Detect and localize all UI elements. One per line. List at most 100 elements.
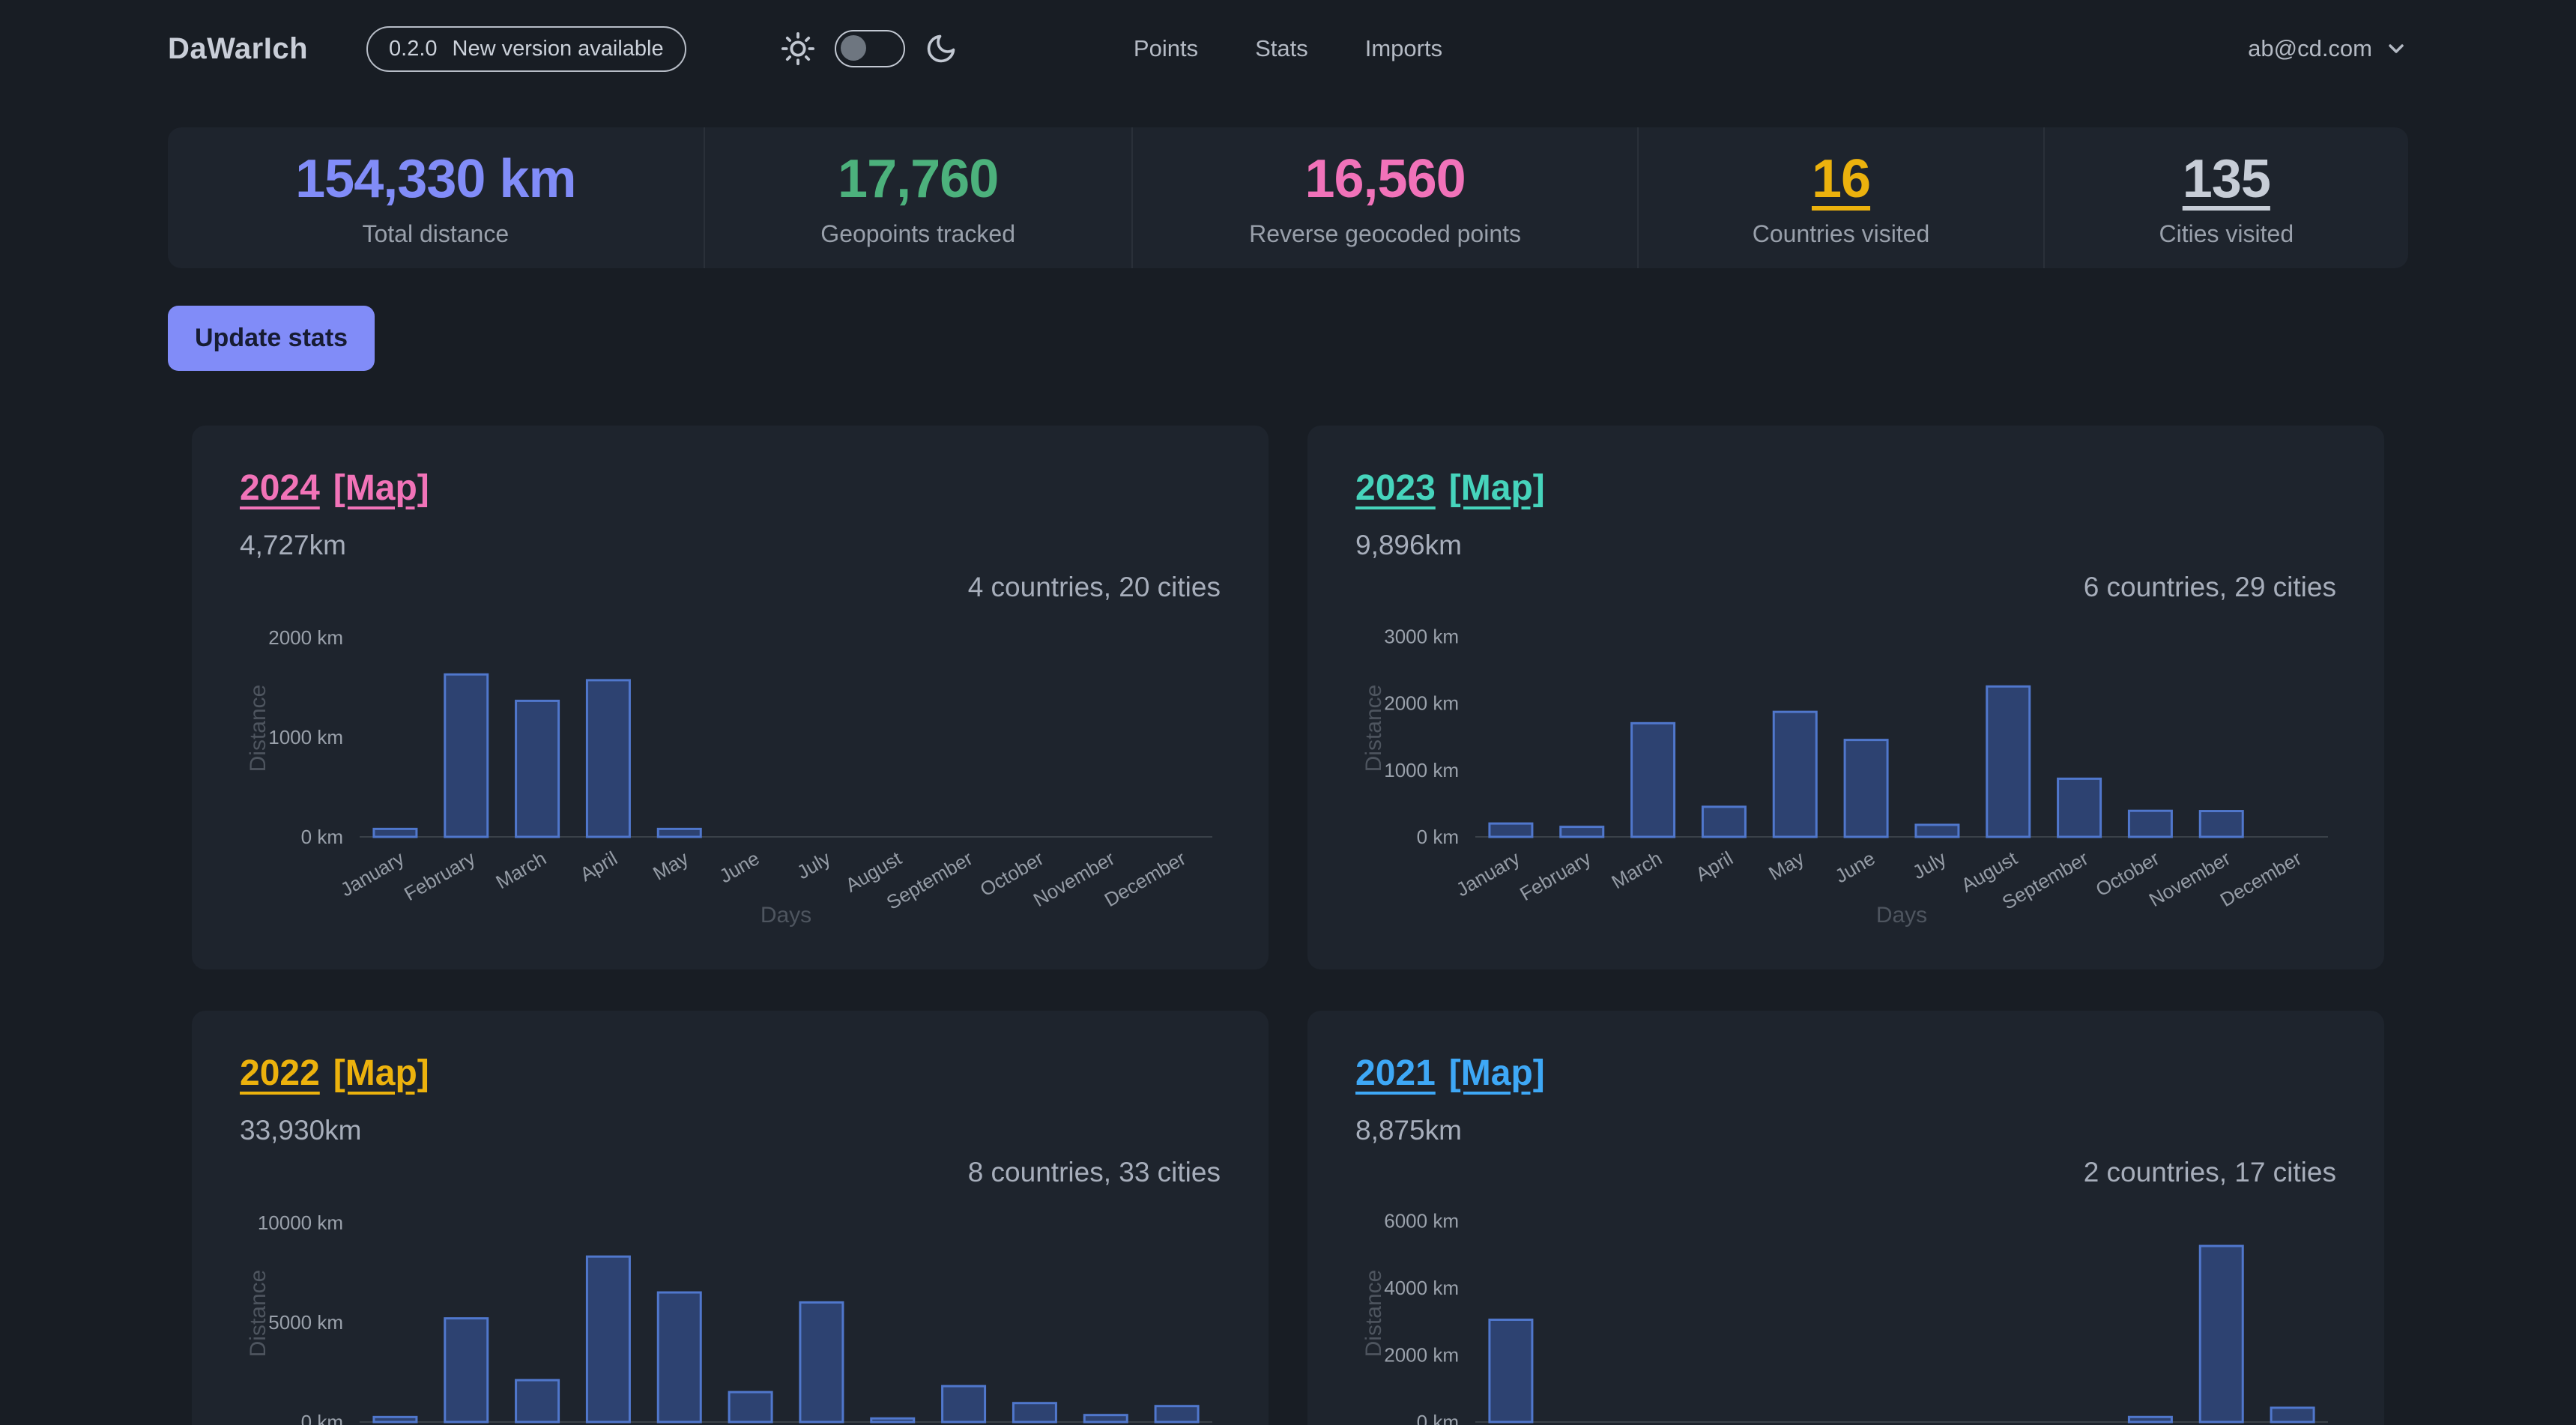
version-number: 0.2.0: [389, 36, 438, 61]
brand-group: DaWarIch 0.2.0 New version available: [168, 25, 958, 72]
stat-total-distance: 154,330 km Total distance: [168, 127, 704, 268]
svg-text:July: July: [1908, 847, 1950, 883]
stat-label-countries-visited: Countries visited: [1752, 220, 1930, 247]
stat-label-total-distance: Total distance: [362, 220, 510, 247]
svg-text:6000 km: 6000 km: [1384, 1209, 1459, 1232]
nav-item-stats[interactable]: Stats: [1255, 35, 1308, 61]
stat-geopoints: 17,760 Geopoints tracked: [703, 127, 1131, 268]
svg-text:0 km: 0 km: [1417, 826, 1459, 848]
svg-text:March: March: [492, 847, 551, 893]
year-link-2021[interactable]: 2021: [1355, 1053, 1436, 1093]
chevron-down-icon: [2389, 44, 2404, 53]
svg-text:Distance: Distance: [246, 685, 270, 772]
svg-text:2000 km: 2000 km: [1384, 692, 1459, 715]
card-distance: 8,875km: [1355, 1115, 1462, 1146]
stat-value-cities-visited-link[interactable]: 135: [2182, 148, 2271, 209]
year-link-2024[interactable]: 2024: [240, 468, 320, 508]
year-cards-grid: 2024 [Map] 4,727km 4 countries, 20 citie…: [192, 426, 2384, 1425]
nav-item-imports[interactable]: Imports: [1364, 35, 1443, 61]
card-title-row: 2022 [Map]: [240, 1053, 1221, 1094]
svg-text:March: March: [1608, 847, 1666, 893]
svg-text:5000 km: 5000 km: [268, 1311, 343, 1334]
svg-text:May: May: [1765, 847, 1808, 885]
svg-text:Distance: Distance: [1361, 685, 1386, 772]
svg-text:February: February: [1516, 847, 1594, 905]
year-card-2023: 2023 [Map] 9,896km 6 countries, 29 citie…: [1307, 426, 2384, 969]
nav-item-points[interactable]: Points: [1133, 35, 1199, 61]
stat-countries-visited: 16 Countries visited: [1637, 127, 2043, 268]
version-note: New version available: [452, 36, 664, 61]
sun-icon: [781, 31, 814, 66]
svg-text:4000 km: 4000 km: [1384, 1277, 1459, 1299]
svg-text:3000 km: 3000 km: [1384, 625, 1459, 647]
stat-label-cities-visited: Cities visited: [2159, 220, 2294, 247]
svg-text:1000 km: 1000 km: [268, 726, 343, 748]
svg-text:January: January: [336, 847, 408, 901]
user-email: ab@cd.com: [2248, 35, 2372, 61]
map-link-2021[interactable]: [Map]: [1448, 1053, 1545, 1093]
svg-text:10000 km: 10000 km: [258, 1211, 343, 1234]
map-link-2022[interactable]: [Map]: [333, 1053, 429, 1093]
svg-text:December: December: [1101, 847, 1190, 911]
svg-text:0 km: 0 km: [301, 1411, 343, 1425]
map-link-2024[interactable]: [Map]: [333, 468, 429, 508]
card-distance: 4,727km: [240, 530, 346, 560]
year-card-2021: 2021 [Map] 8,875km 2 countries, 17 citie…: [1307, 1011, 2384, 1425]
svg-text:0 km: 0 km: [1417, 1411, 1459, 1425]
year-card-2022: 2022 [Map] 33,930km 8 countries, 33 citi…: [192, 1011, 1269, 1425]
update-stats-button[interactable]: Update stats: [168, 306, 375, 371]
svg-text:January: January: [1452, 847, 1523, 901]
stat-label-geopoints: Geopoints tracked: [820, 220, 1015, 247]
svg-text:2000 km: 2000 km: [268, 626, 343, 649]
year-link-2022[interactable]: 2022: [240, 1053, 320, 1093]
app-logo[interactable]: DaWarIch: [168, 31, 309, 65]
stat-cities-visited: 135 Cities visited: [2043, 127, 2408, 268]
dark-mode-toggle[interactable]: [834, 30, 905, 67]
svg-text:Days: Days: [761, 903, 811, 928]
year-link-2023[interactable]: 2023: [1355, 468, 1436, 508]
card-distance: 9,896km: [1355, 530, 1462, 560]
year-card-2024: 2024 [Map] 4,727km 4 countries, 20 citie…: [192, 426, 1269, 969]
svg-text:May: May: [649, 847, 692, 885]
card-distance: 33,930km: [240, 1115, 362, 1146]
theme-switcher: [781, 30, 958, 67]
svg-text:December: December: [2216, 847, 2306, 911]
actions-row: Update stats: [168, 306, 2408, 371]
card-summary: 2 countries, 17 cities: [2083, 1157, 2336, 1188]
card-summary: 8 countries, 33 cities: [967, 1157, 1221, 1188]
stat-reverse-geocoded: 16,560 Reverse geocoded points: [1131, 127, 1638, 268]
stat-value-geopoints: 17,760: [838, 148, 999, 209]
svg-text:Days: Days: [1876, 903, 1927, 928]
toggle-knob: [840, 35, 866, 61]
top-navbar: DaWarIch 0.2.0 New version available Poi…: [168, 0, 2408, 97]
card-summary: 6 countries, 29 cities: [2083, 572, 2336, 602]
stat-label-reverse-geocoded: Reverse geocoded points: [1249, 220, 1521, 247]
map-link-2023[interactable]: [Map]: [1448, 468, 1545, 508]
svg-text:February: February: [400, 847, 479, 905]
svg-text:0 km: 0 km: [301, 826, 343, 848]
svg-text:April: April: [576, 847, 621, 886]
moon-icon: [927, 34, 955, 63]
card-title-row: 2021 [Map]: [1355, 1053, 2336, 1094]
svg-text:1000 km: 1000 km: [1384, 759, 1459, 781]
card-title-row: 2023 [Map]: [1355, 468, 2336, 509]
version-badge[interactable]: 0.2.0 New version available: [366, 25, 686, 72]
stat-value-reverse-geocoded: 16,560: [1304, 148, 1466, 209]
stat-value-countries-visited-link[interactable]: 16: [1811, 148, 1871, 209]
card-summary: 4 countries, 20 cities: [967, 572, 1221, 602]
svg-text:Distance: Distance: [1361, 1270, 1386, 1358]
stats-strip: 154,330 km Total distance 17,760 Geopoin…: [168, 127, 2408, 268]
svg-text:April: April: [1692, 847, 1737, 886]
svg-text:2000 km: 2000 km: [1384, 1343, 1459, 1366]
svg-text:June: June: [716, 847, 764, 887]
svg-text:June: June: [1831, 847, 1879, 887]
svg-text:Distance: Distance: [246, 1270, 270, 1358]
svg-text:July: July: [793, 847, 834, 883]
user-menu[interactable]: ab@cd.com: [2248, 35, 2408, 62]
distance-bar-chart-2023: 0 km 1000 km 2000 km 3000 km January February…: [1355, 611, 2336, 933]
main-nav: Points Stats Imports: [1125, 0, 1451, 97]
card-title-row: 2024 [Map]: [240, 468, 1221, 509]
stat-value-total-distance: 154,330 km: [295, 148, 576, 209]
